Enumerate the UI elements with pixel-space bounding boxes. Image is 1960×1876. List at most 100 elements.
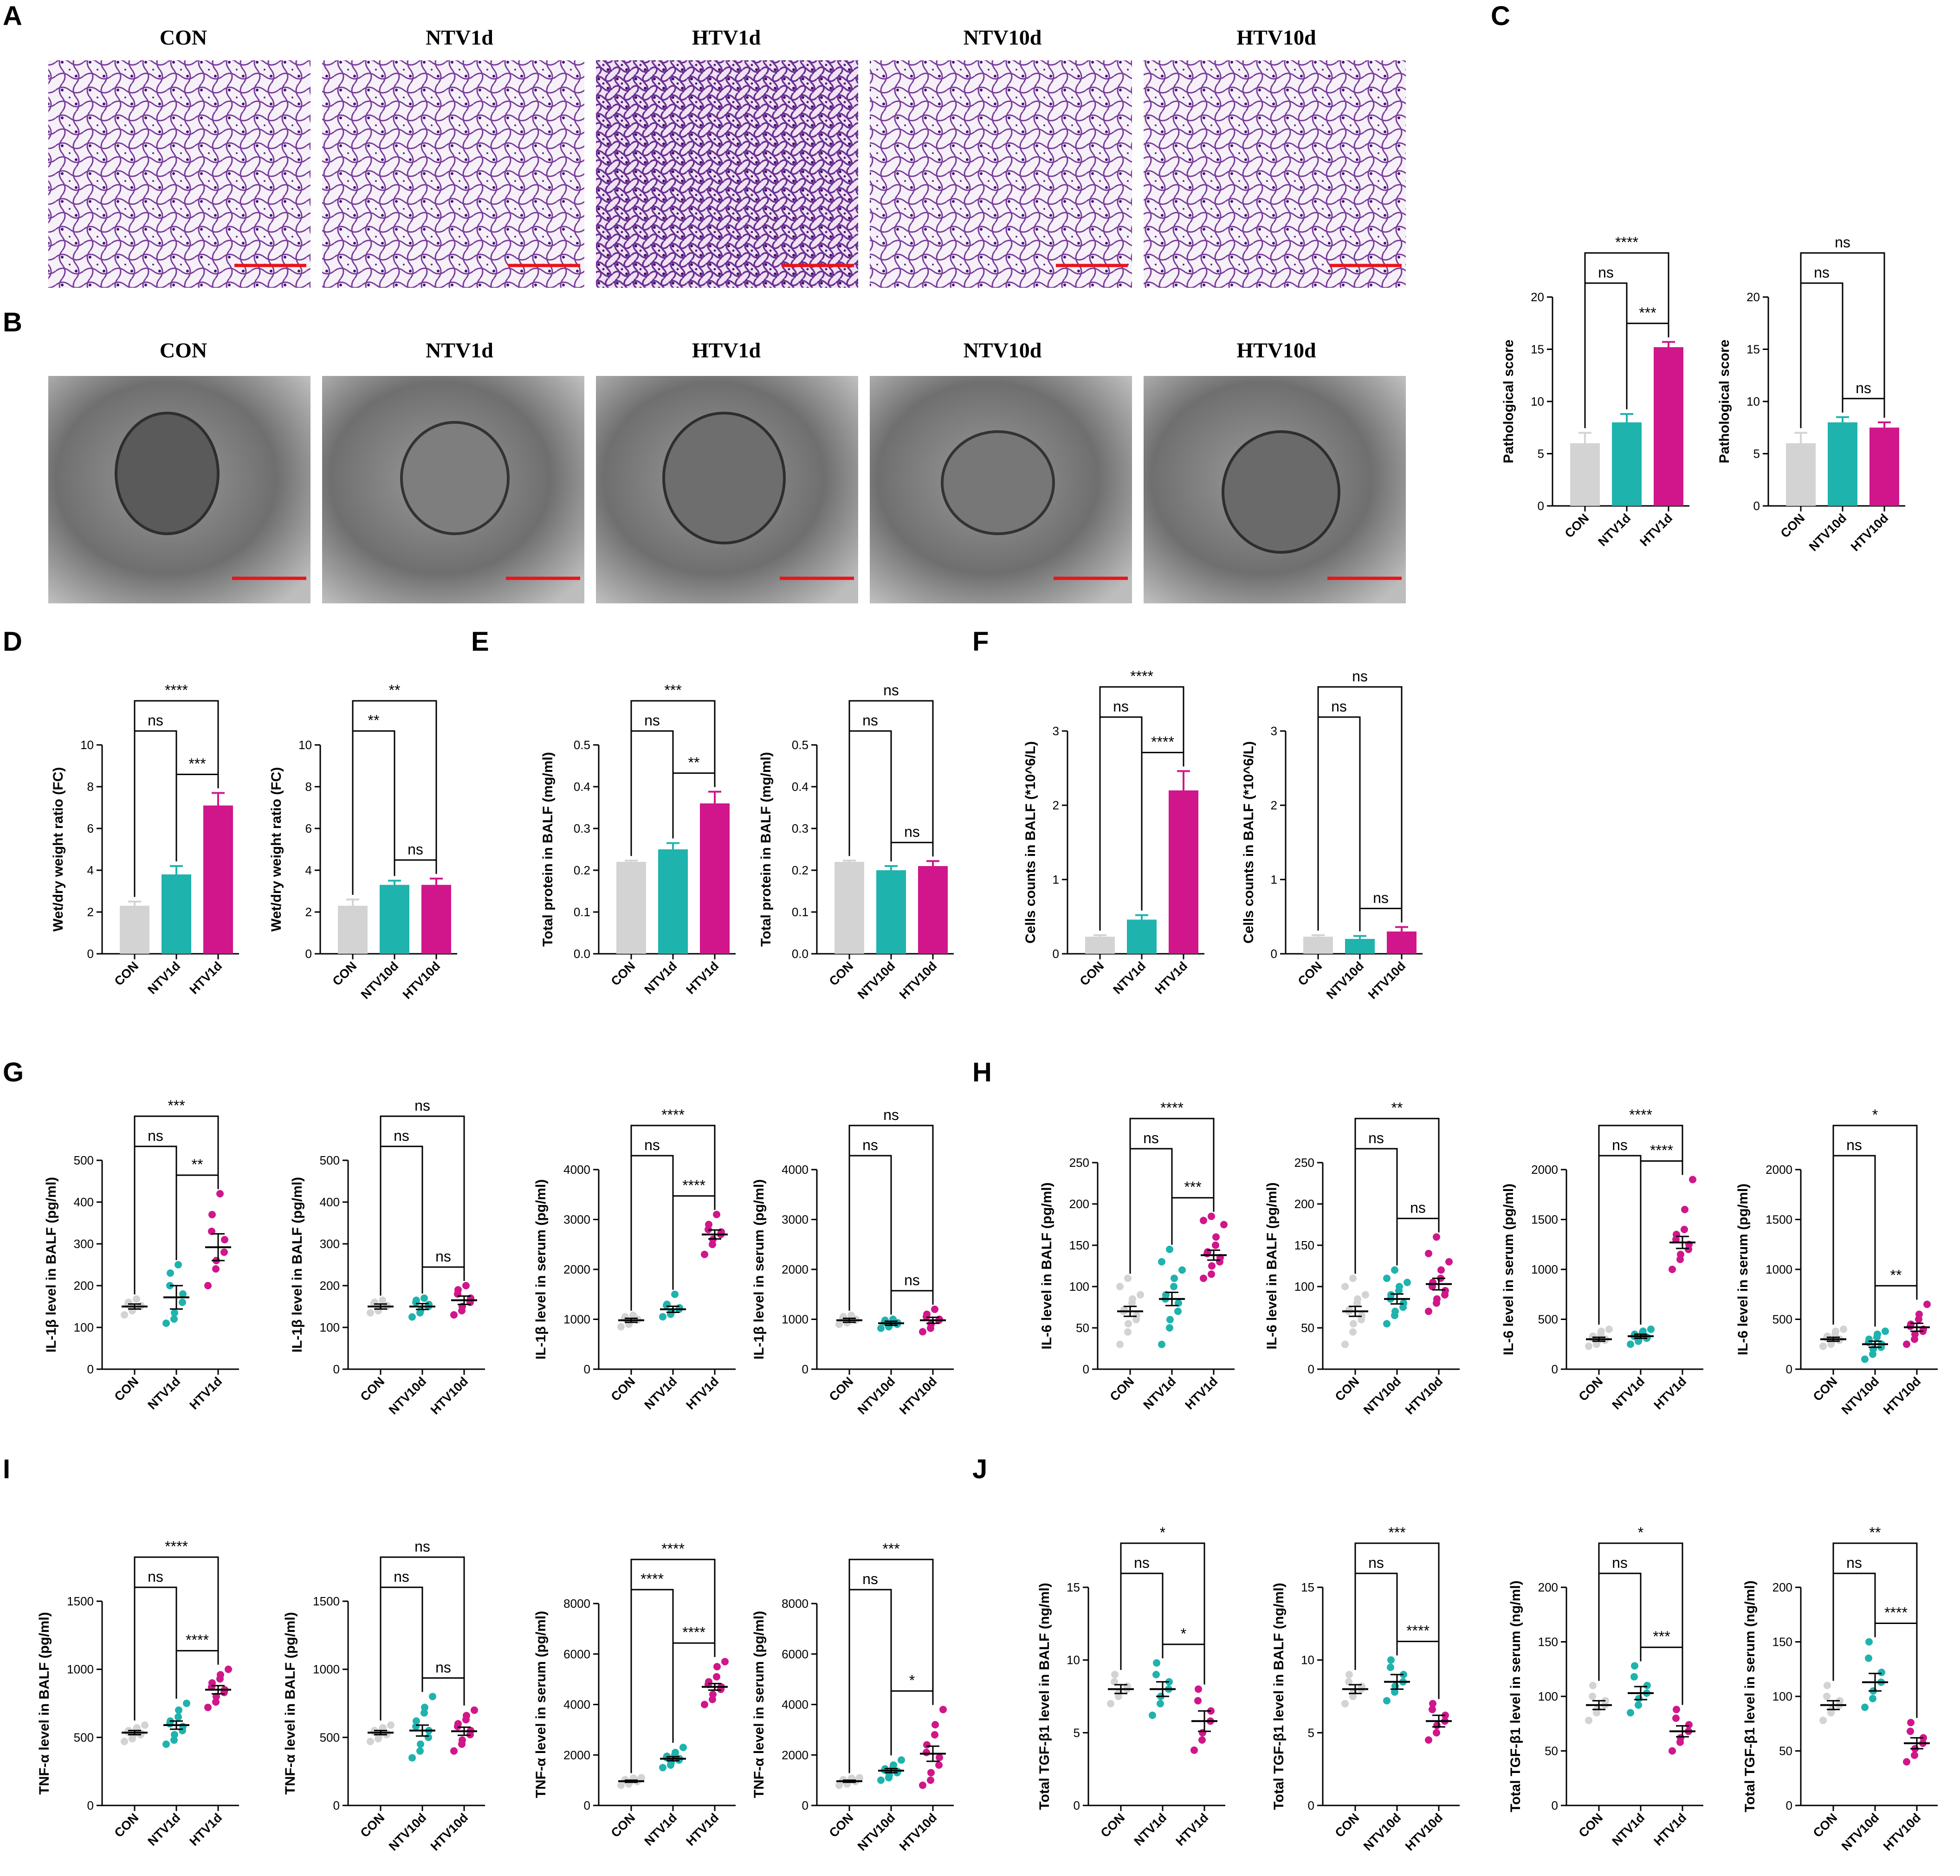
chart-g2: 0 100 200 300 400 500 IL-1β level in BALF (pg/… xyxy=(290,1097,485,1417)
data-point xyxy=(1585,1342,1592,1350)
data-point xyxy=(463,1712,470,1720)
y-tick-label: 100 xyxy=(1294,1280,1314,1294)
y-tick-label: 0 xyxy=(1308,1798,1314,1812)
data-point xyxy=(1396,1283,1403,1290)
y-tick-label: 0 xyxy=(1538,499,1544,513)
y-axis-label: Pathological score xyxy=(1717,340,1732,464)
significance-label: **** xyxy=(661,1540,685,1557)
x-tick-label: NTV1d xyxy=(1596,511,1634,549)
data-point xyxy=(1442,1287,1449,1294)
x-tick-label: NTV1d xyxy=(642,1811,680,1849)
significance-bracket xyxy=(1141,751,1184,911)
y-tick-label: 0 xyxy=(1053,947,1059,961)
y-tick-label: 4000 xyxy=(782,1163,809,1177)
data-point xyxy=(1195,1685,1202,1693)
data-point xyxy=(408,1754,416,1762)
y-tick-label: 0 xyxy=(1786,1798,1792,1812)
data-point xyxy=(931,1731,938,1739)
data-point xyxy=(367,1309,374,1317)
data-point xyxy=(1819,1342,1827,1350)
data-point xyxy=(1208,1212,1215,1220)
data-point xyxy=(216,1190,224,1197)
significance-bracket xyxy=(672,1195,716,1290)
he-image-htv1d: HTV1d xyxy=(596,26,858,288)
he-stained-lung-micrograph-icon xyxy=(596,60,858,288)
he-image-ntv10d: NTV10d xyxy=(870,26,1132,288)
data-point xyxy=(420,1294,428,1302)
data-point xyxy=(1425,1249,1432,1257)
data-point xyxy=(367,1738,374,1746)
data-point xyxy=(1194,1697,1202,1705)
significance-label: *** xyxy=(664,682,681,699)
data-point xyxy=(1149,1711,1156,1719)
y-tick-label: 2000 xyxy=(782,1262,809,1276)
y-tick-label: 500 xyxy=(74,1730,94,1744)
panel-letter-j: J xyxy=(972,1454,987,1484)
significance-label: ns xyxy=(1814,264,1830,281)
y-tick-label: 1000 xyxy=(782,1313,809,1326)
data-point xyxy=(1350,1320,1357,1328)
y-tick-label: 6000 xyxy=(782,1647,809,1661)
y-tick-label: 0.4 xyxy=(792,780,809,794)
panel-letter-b: B xyxy=(3,307,22,337)
data-point xyxy=(1647,1326,1655,1333)
data-point xyxy=(1903,1340,1910,1348)
data-point xyxy=(1874,1330,1881,1338)
significance-label: *** xyxy=(188,756,206,772)
he-stained-lung-micrograph-icon xyxy=(322,60,584,288)
significance-label: **** xyxy=(1130,668,1153,685)
data-point xyxy=(450,1311,458,1319)
bar xyxy=(918,866,948,954)
y-tick-label: 500 xyxy=(320,1730,340,1744)
significance-bracket xyxy=(134,730,177,897)
y-tick-label: 5 xyxy=(1753,447,1760,461)
data-point xyxy=(1639,1327,1647,1335)
significance-label: ns xyxy=(644,712,660,729)
cell-nucleus xyxy=(400,421,510,535)
x-tick-label: HTV10d xyxy=(1403,1811,1445,1853)
significance-label: ns xyxy=(1134,1554,1150,1571)
y-tick-label: 10 xyxy=(1301,1653,1314,1667)
bar xyxy=(1570,443,1600,506)
data-point xyxy=(1200,1216,1207,1224)
y-tick-label: 0.3 xyxy=(792,822,809,835)
data-point xyxy=(1861,1355,1869,1363)
data-point xyxy=(1865,1638,1873,1646)
significance-label: **** xyxy=(186,1632,209,1649)
x-tick-label: HTV1d xyxy=(1173,1811,1211,1849)
data-point xyxy=(890,1761,897,1769)
panel-letter-g: G xyxy=(3,1057,24,1087)
data-point xyxy=(171,1309,178,1317)
y-tick-label: 0 xyxy=(1083,1362,1089,1376)
y-tick-label: 2000 xyxy=(563,1262,590,1276)
significance-bracket xyxy=(630,1589,674,1773)
bar xyxy=(120,906,149,954)
data-point xyxy=(1362,1291,1369,1299)
data-point xyxy=(1153,1659,1160,1667)
significance-label: *** xyxy=(1388,1524,1405,1541)
data-point xyxy=(416,1747,424,1755)
data-point xyxy=(923,1310,931,1318)
data-point xyxy=(167,1269,174,1277)
data-point xyxy=(1166,1245,1173,1253)
data-point xyxy=(671,1290,679,1298)
data-point xyxy=(1923,1300,1931,1308)
x-tick-label: NTV1d xyxy=(642,1374,680,1412)
data-point xyxy=(1124,1274,1132,1282)
x-tick-label: NTV10d xyxy=(386,1811,429,1853)
significance-label: ns xyxy=(394,1568,409,1585)
data-point xyxy=(421,1703,428,1711)
significance-label: ns xyxy=(1410,1199,1426,1216)
x-tick-label: HTV1d xyxy=(187,1374,225,1412)
data-point xyxy=(425,1734,432,1741)
y-tick-label: 300 xyxy=(74,1237,94,1251)
significance-label: **** xyxy=(640,1571,664,1587)
data-point xyxy=(162,1740,170,1748)
y-tick-label: 15 xyxy=(1531,343,1544,356)
bar xyxy=(658,849,688,954)
y-axis-label: Wet/dry weight ratio (FC) xyxy=(269,767,284,932)
data-point xyxy=(898,1756,905,1764)
panel-letter-i: I xyxy=(3,1454,10,1484)
x-tick-label: HTV10d xyxy=(428,1374,471,1417)
